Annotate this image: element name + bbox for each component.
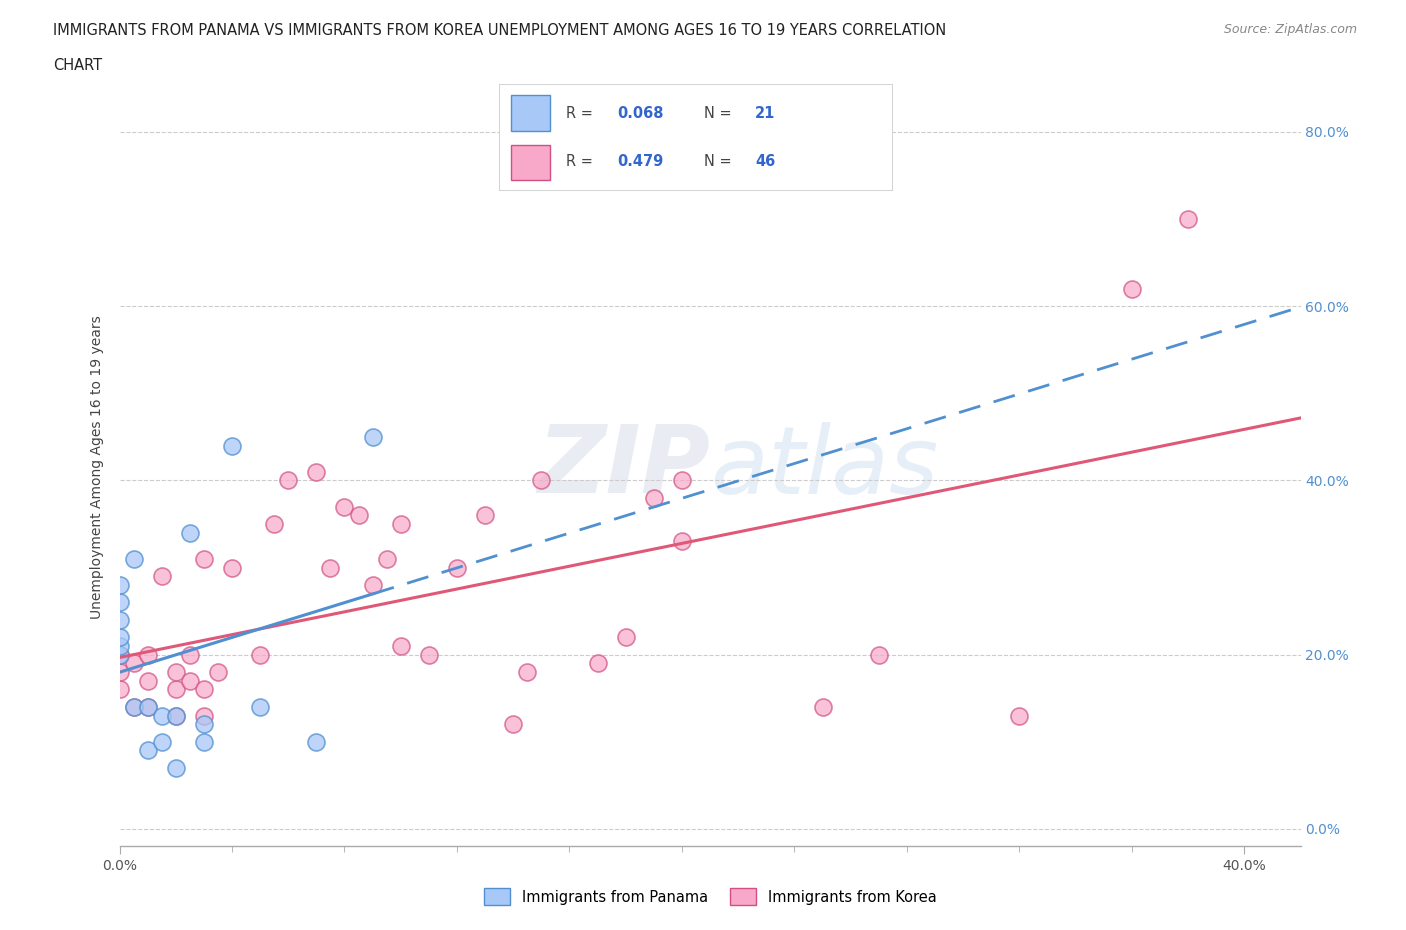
Point [277,473,299,488]
Point [221,560,243,575]
Point [165,708,187,723]
Point [207,665,229,680]
Text: ZIP: ZIP [537,421,710,513]
Point [122,699,145,714]
Point [108,630,131,644]
Point [179,673,201,688]
Point [193,735,215,750]
Text: N =: N = [704,106,737,121]
Text: IMMIGRANTS FROM PANAMA VS IMMIGRANTS FROM KOREA UNEMPLOYMENT AMONG AGES 16 TO 19: IMMIGRANTS FROM PANAMA VS IMMIGRANTS FRO… [53,23,946,38]
Bar [510,96,550,131]
Point [643,490,665,505]
Point [108,639,131,654]
Point [1177,212,1199,227]
Point [516,665,538,680]
Point [249,647,271,662]
Point [305,464,328,479]
Point [868,647,890,662]
Point [150,569,173,584]
Point [108,665,131,680]
Point [108,647,131,662]
Text: N =: N = [704,153,737,168]
Point [193,682,215,697]
Point [502,717,524,732]
Point [671,534,693,549]
Text: 0.479: 0.479 [617,153,664,168]
Point [179,525,201,540]
Y-axis label: Unemployment Among Ages 16 to 19 years: Unemployment Among Ages 16 to 19 years [90,315,104,619]
Point [474,508,496,523]
Point [136,699,159,714]
Point [418,647,440,662]
Text: R =: R = [567,153,598,168]
Point [136,673,159,688]
Point [136,743,159,758]
Legend: Immigrants from Panama, Immigrants from Korea: Immigrants from Panama, Immigrants from … [478,883,942,911]
Text: 46: 46 [755,153,775,168]
Point [122,551,145,566]
Point [614,630,637,644]
Point [193,717,215,732]
Point [150,708,173,723]
Point [1008,708,1031,723]
Point [347,508,370,523]
Point [375,551,398,566]
FancyBboxPatch shape [499,84,893,191]
Point [221,438,243,453]
Point [108,595,131,610]
Point [811,699,834,714]
Point [122,656,145,671]
Point [108,578,131,592]
Point [165,761,187,776]
Point [165,665,187,680]
Point [530,473,553,488]
Text: 0.068: 0.068 [617,106,664,121]
Point [586,656,609,671]
Point [361,578,384,592]
Text: CHART: CHART [53,58,103,73]
Point [136,647,159,662]
Point [1121,281,1143,296]
Point [446,560,468,575]
Point [165,708,187,723]
Text: Source: ZipAtlas.com: Source: ZipAtlas.com [1223,23,1357,36]
Point [671,473,693,488]
Point [108,647,131,662]
Text: 21: 21 [755,106,775,121]
Bar [510,145,550,180]
Point [193,551,215,566]
Text: R =: R = [567,106,598,121]
Point [249,699,271,714]
Point [333,499,356,514]
Point [150,735,173,750]
Point [179,647,201,662]
Point [263,516,285,531]
Point [108,682,131,697]
Point [305,735,328,750]
Point [122,699,145,714]
Point [108,612,131,627]
Text: atlas: atlas [710,422,938,512]
Point [165,682,187,697]
Point [193,708,215,723]
Point [389,516,412,531]
Point [136,699,159,714]
Point [319,560,342,575]
Point [361,430,384,445]
Point [389,639,412,654]
